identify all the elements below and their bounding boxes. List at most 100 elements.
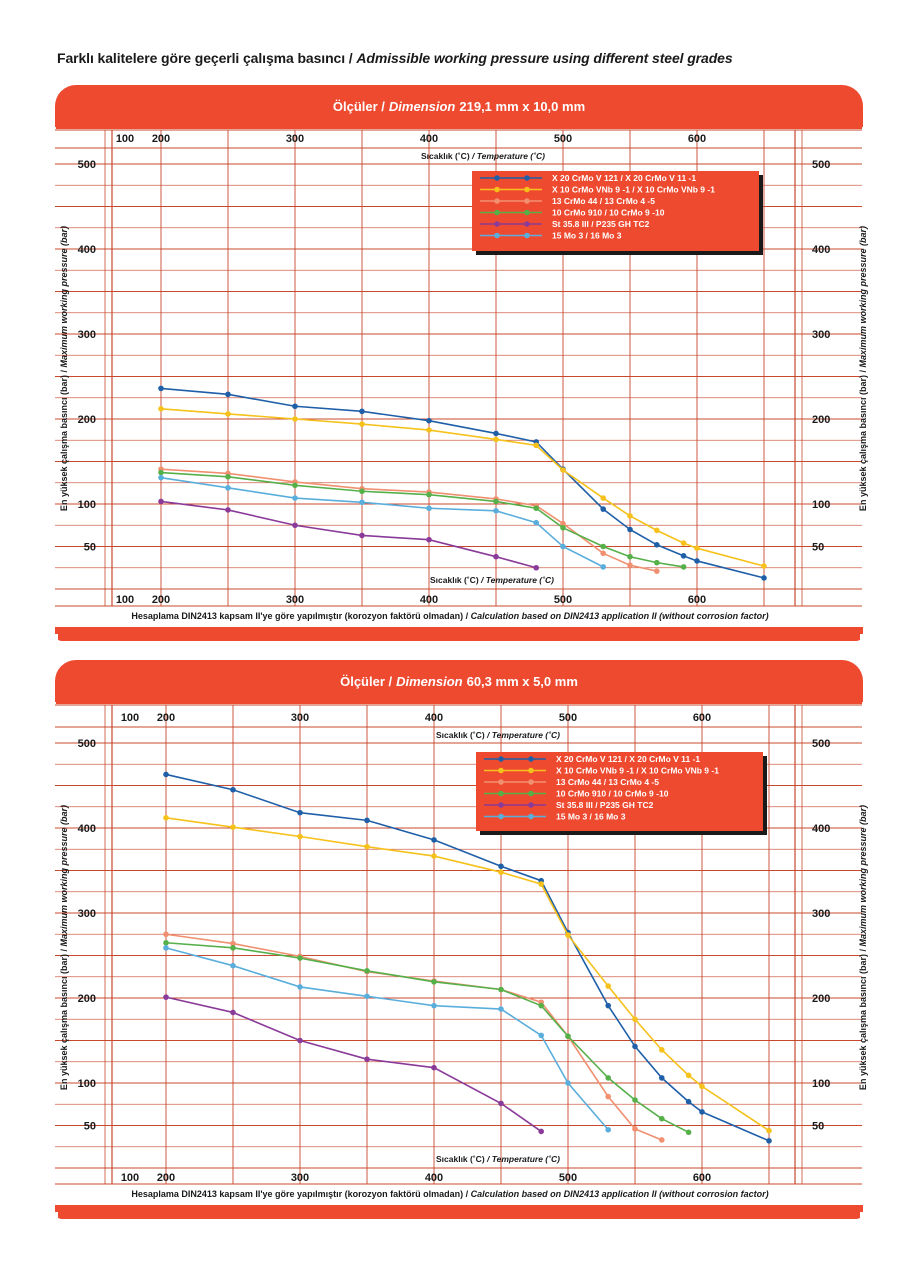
data-point	[297, 833, 303, 840]
data-point	[297, 984, 303, 990]
legend-label: X 20 CrMo V 121 / X 20 CrMo V 11 -1	[556, 754, 700, 764]
banner-underline	[56, 702, 862, 704]
x-tick-label-top: 400	[425, 712, 443, 724]
y-tick-label-right: 400	[812, 823, 830, 835]
series-4	[158, 469, 687, 570]
y-tick-label-right: 400	[812, 244, 830, 256]
x-tick-label-top: 600	[693, 712, 711, 724]
legend-label: 13 CrMo 44 / 13 CrMo 4 -5	[556, 777, 659, 787]
legend: X 20 CrMo V 121 / X 20 CrMo V 11 -1 X 10 …	[472, 171, 763, 255]
y-tick-label-left: 100	[78, 1078, 96, 1090]
data-point	[163, 945, 169, 951]
dimension-value: 219,1 mm x 10,0 mm	[459, 98, 586, 114]
legend-label: X 10 CrMo VNb 9 -1 / X 10 CrMo VNb 9 -1	[556, 766, 719, 776]
x-tick-label-bottom: 400	[425, 1172, 443, 1184]
data-point	[230, 1009, 236, 1016]
data-point	[600, 564, 606, 570]
data-point	[364, 817, 370, 824]
data-point	[538, 1032, 544, 1039]
data-point	[659, 1137, 665, 1143]
series-line	[165, 941, 689, 1134]
x-tick-labels: 100 100 200 200 300 300 400 400 500 500 600 600	[121, 712, 711, 1184]
legend-label: X 10 CrMo VNb 9 -1 / X 10 CrMo VNb 9 -1	[552, 185, 715, 195]
x-tick-label-top: 400	[420, 133, 438, 145]
panel-bottom-bar	[55, 627, 863, 641]
data-point	[766, 1127, 772, 1134]
data-point	[225, 474, 231, 480]
data-point	[230, 786, 236, 793]
data-point	[359, 408, 365, 415]
data-point	[565, 932, 571, 938]
data-point	[493, 430, 499, 437]
legend-swatch-dot	[524, 209, 530, 216]
x-tick-label-bottom: 500	[554, 594, 572, 606]
data-point	[431, 979, 437, 985]
data-point	[359, 532, 365, 539]
y-tick-label-left: 400	[78, 823, 96, 835]
legend-swatch-dot	[528, 790, 534, 797]
y-tick-label-right: 300	[812, 329, 830, 341]
data-point	[297, 809, 303, 816]
data-point	[498, 869, 504, 875]
data-point	[632, 1097, 638, 1103]
y-tick-label-right: 50	[812, 1121, 824, 1133]
data-point	[632, 1016, 638, 1023]
y-tick-labels: 50 50 100 100 200 200 300 300 400 400 500 500	[78, 738, 831, 1133]
data-point	[659, 1047, 665, 1053]
data-point	[498, 986, 504, 993]
data-point	[426, 491, 432, 498]
data-point	[699, 1083, 705, 1090]
data-point	[230, 945, 236, 951]
series-line	[165, 773, 770, 1142]
data-point	[659, 1075, 665, 1081]
data-point	[560, 525, 566, 531]
data-point	[364, 993, 370, 1000]
temperature-label-en: / Temperature (˚C)	[480, 575, 554, 585]
data-point	[431, 853, 437, 859]
data-point	[364, 1056, 370, 1062]
legend-swatch-dot	[494, 221, 500, 227]
data-point	[426, 427, 432, 433]
y-tick-label-left: 500	[78, 159, 96, 171]
x-tick-label-bottom: 200	[157, 1172, 175, 1184]
legend-swatch-dot	[528, 756, 534, 762]
data-point	[498, 1006, 504, 1012]
data-point	[654, 568, 660, 574]
y-tick-label-right: 500	[812, 738, 830, 750]
series-line	[165, 996, 542, 1133]
legend-swatch-dot	[498, 767, 504, 774]
data-point	[225, 391, 231, 398]
data-point	[359, 421, 365, 427]
data-point	[493, 436, 499, 443]
y-tick-label-right: 500	[812, 159, 830, 171]
calculation-note-en: Calculation based on DIN2413 application…	[470, 1189, 769, 1199]
data-point	[605, 1126, 611, 1133]
data-point	[600, 550, 606, 557]
legend-label: 10 CrMo 910 / 10 CrMo 9 -10	[552, 208, 665, 218]
y-tick-label-right: 100	[812, 499, 830, 511]
series-line	[160, 471, 684, 568]
data-point	[627, 562, 633, 568]
data-point	[533, 505, 539, 512]
pressure-label-en: Maximum working pressure (bar)	[858, 226, 868, 368]
legend-swatch-dot	[498, 813, 504, 820]
data-point	[565, 1080, 571, 1086]
data-point	[680, 553, 687, 559]
pressure-label-left: En yüksek çalışma basıncı (bar) / Maximu…	[59, 226, 69, 511]
data-point	[158, 469, 164, 476]
page-title-turkish: Farklı kalitelere göre geçerli çalışma b…	[57, 50, 353, 66]
data-point	[498, 863, 504, 870]
dimension-label-tr: Ölçüler /	[332, 98, 385, 114]
x-tick-label-bottom: 100	[116, 594, 134, 606]
legend-swatch-dot	[524, 221, 530, 227]
data-point	[694, 558, 700, 564]
data-point	[426, 417, 432, 424]
panel-bottom-bar	[55, 1205, 863, 1219]
series-line	[165, 817, 770, 1132]
series-line	[160, 387, 765, 579]
page-title-english: Admissible working pressure using differ…	[356, 50, 733, 66]
y-tick-label-left: 200	[78, 414, 96, 426]
banner-underline	[56, 127, 862, 129]
data-point	[426, 505, 432, 512]
